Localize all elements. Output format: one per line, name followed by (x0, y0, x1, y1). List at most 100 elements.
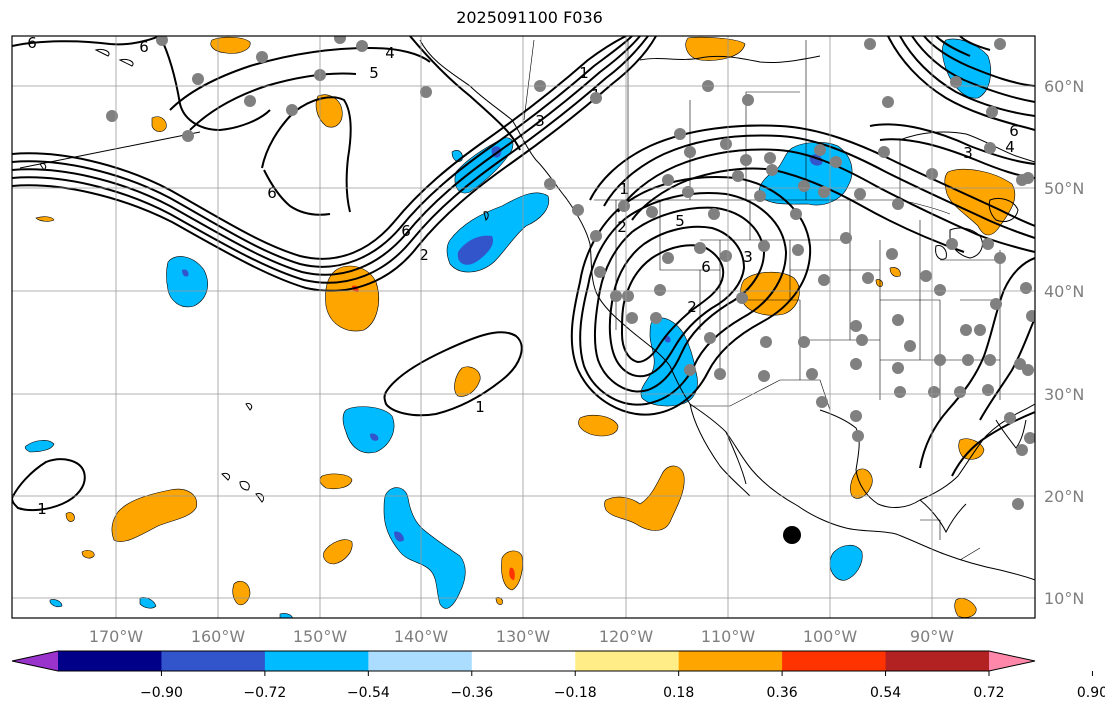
station-marker (650, 312, 662, 324)
colorbar-tick-label: −0.36 (450, 685, 493, 701)
contour-label: 6 (401, 222, 411, 240)
station-marker (852, 430, 864, 442)
station-marker (798, 180, 810, 192)
station-marker (244, 95, 256, 107)
station-marker (806, 368, 818, 380)
station-marker (714, 368, 726, 380)
colorbar-segment (368, 651, 473, 671)
lon-tick-label: 140°W (394, 627, 449, 646)
station-marker (646, 206, 658, 218)
colorbar-segment (678, 651, 783, 671)
lat-tick-label: 30°N (1044, 385, 1084, 404)
station-marker (1016, 444, 1028, 456)
station-marker (708, 208, 720, 220)
colorbar-tick-label: 0.36 (767, 685, 798, 701)
contour-label: 6 (27, 34, 37, 52)
station-marker (928, 386, 940, 398)
station-marker (864, 38, 876, 50)
station-marker (1026, 310, 1035, 322)
station-marker (994, 38, 1006, 50)
station-marker (334, 36, 346, 44)
station-marker (934, 284, 946, 296)
colorbar-tick-label: −0.72 (243, 685, 286, 701)
station-marker (590, 92, 602, 104)
lon-tick-label: 150°W (293, 627, 348, 646)
station-marker (256, 51, 268, 63)
station-marker (742, 94, 754, 106)
station-marker (882, 96, 894, 108)
station-marker (1016, 174, 1028, 186)
station-marker (684, 364, 696, 376)
map-area[interactable]: 6 6 5 4 6 2 6 1 1 3 2 1 6 5 2 1 3 6 4 3 (11, 32, 1038, 620)
station-marker (192, 73, 204, 85)
station-marker (572, 204, 584, 216)
lon-tick-label: 110°W (701, 627, 756, 646)
station-marker (1012, 498, 1024, 510)
station-marker (830, 156, 842, 168)
station-marker (356, 40, 368, 52)
colorbar-tick-label: −0.90 (140, 685, 183, 701)
station-marker (1024, 432, 1035, 444)
station-marker (856, 334, 868, 346)
black-point-marker[interactable] (783, 526, 801, 544)
station-marker (960, 324, 972, 336)
lon-tick-label: 120°W (599, 627, 654, 646)
station-marker (904, 340, 916, 352)
station-marker (982, 238, 994, 250)
station-marker (720, 250, 732, 262)
station-marker (106, 110, 118, 122)
colorbar-tick-label: −0.18 (554, 685, 597, 701)
lon-tick-label: 90°W (910, 627, 954, 646)
station-marker (590, 230, 602, 242)
station-marker (840, 232, 852, 244)
station-marker (662, 252, 674, 264)
colorbar-segment (885, 651, 990, 671)
station-marker (878, 146, 890, 158)
contour-label: 3 (743, 248, 753, 266)
colorbar-tick-label: 0.54 (870, 685, 901, 701)
station-marker (984, 142, 996, 154)
station-marker (818, 274, 830, 286)
station-marker (156, 36, 168, 46)
station-marker (790, 208, 802, 220)
station-marker (182, 130, 194, 142)
station-marker (764, 152, 776, 164)
colorbar-extend-low (12, 651, 58, 671)
station-marker (682, 186, 694, 198)
station-marker (986, 106, 998, 118)
contour-label: 6 (701, 258, 711, 276)
station-marker (1022, 364, 1034, 376)
station-marker (758, 370, 770, 382)
station-marker (818, 186, 830, 198)
contour-label: 1 (37, 500, 47, 518)
map-frame (11, 35, 1036, 619)
contour-label: 3 (535, 112, 545, 130)
station-marker (622, 290, 634, 302)
colorbar-segment (471, 651, 576, 671)
colorbar-labels: −0.90 −0.72 −0.54 −0.36 −0.18 0.18 0.36 0.54 0.7… (140, 671, 1105, 701)
station-marker (758, 240, 770, 252)
station-marker (694, 242, 706, 254)
contour-label: 3 (963, 144, 973, 162)
station-marker (544, 178, 556, 190)
station-marker (994, 252, 1006, 264)
gridlines (12, 36, 1035, 618)
contour-label: 6 (139, 38, 149, 56)
station-marker (984, 354, 996, 366)
contour-label: 2 (617, 218, 627, 236)
station-marker (990, 298, 1002, 310)
lon-tick-label: 100°W (803, 627, 858, 646)
station-marker (1004, 412, 1016, 424)
station-marker (610, 290, 622, 302)
station-marker (684, 146, 696, 158)
station-marker (892, 362, 904, 374)
colorbar: −0.90 −0.72 −0.54 −0.36 −0.18 0.18 0.36 0.54 0.7… (11, 650, 1105, 701)
contour-label: 5 (369, 64, 379, 82)
station-marker (766, 164, 778, 176)
colorbar-tick-label: 0.18 (663, 685, 694, 701)
contour-label: 1 (619, 180, 629, 198)
station-marker (618, 200, 630, 212)
station-marker (798, 336, 810, 348)
latitude-tick-labels: 60°N 50°N 40°N 30°N 20°N 10°N (1044, 77, 1084, 608)
station-marker (850, 410, 862, 422)
